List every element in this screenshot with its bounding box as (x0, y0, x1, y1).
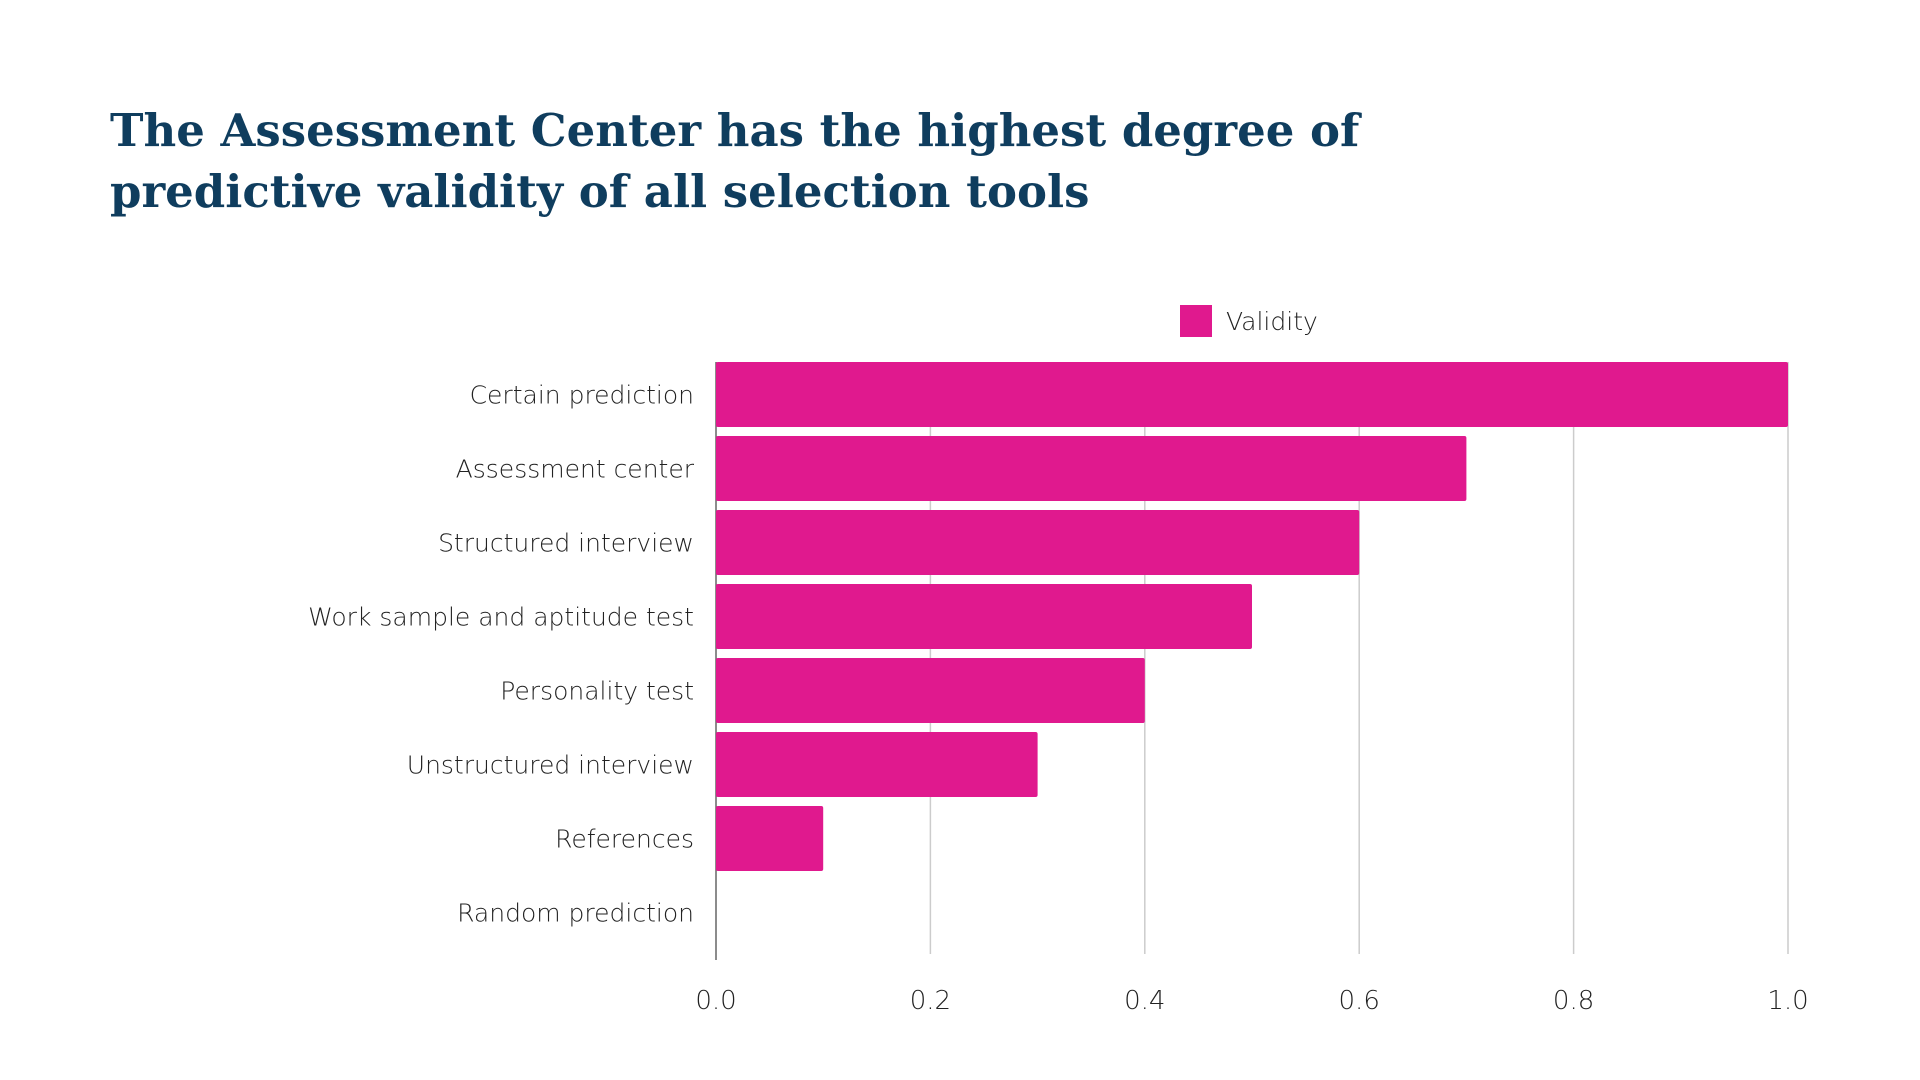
page-title: The Assessment Center has the highest de… (110, 104, 1360, 218)
x-tick-label: 0.2 (910, 986, 951, 1016)
x-tick-label: 0.6 (1339, 986, 1380, 1016)
category-label: Unstructured interview (407, 751, 694, 780)
x-tick-label: 0.4 (1124, 986, 1165, 1016)
category-label: Certain prediction (470, 381, 694, 410)
category-label: Random prediction (457, 899, 694, 928)
x-tick-label: 0.8 (1553, 986, 1594, 1016)
bar (716, 732, 1038, 797)
category-label: Work sample and aptitude test (308, 603, 694, 632)
bar (716, 362, 1788, 427)
bar (716, 584, 1252, 649)
category-label: Assessment center (456, 455, 695, 484)
legend-label: Validity (1226, 306, 1318, 336)
bar (716, 436, 1467, 501)
category-label: Structured interview (438, 529, 694, 558)
category-label: Personality test (500, 677, 694, 706)
chart-legend: Validity (1180, 305, 1318, 337)
category-label: References (555, 825, 694, 854)
legend-swatch (1180, 305, 1212, 337)
bar (716, 510, 1360, 575)
bar (716, 658, 1145, 723)
x-tick-label: 0.0 (695, 986, 736, 1016)
x-tick-label: 1.0 (1767, 986, 1808, 1016)
bar (716, 806, 824, 871)
